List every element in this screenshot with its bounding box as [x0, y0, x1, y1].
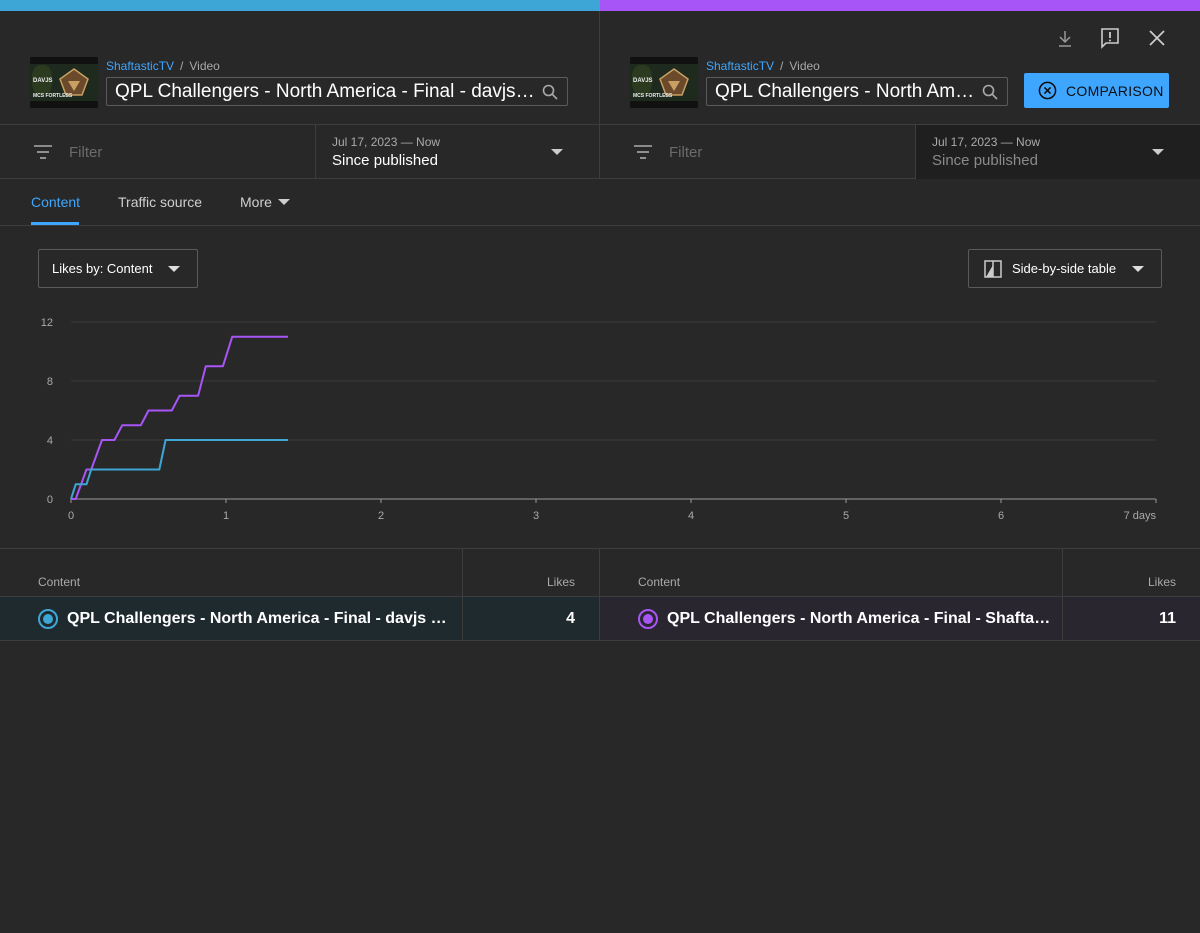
- tab-traffic-source[interactable]: Traffic source: [118, 194, 203, 210]
- tab-bar: Content Traffic source More: [0, 179, 1200, 226]
- row-title: QPL Challengers - North America - Final …: [67, 609, 451, 627]
- comparison-label: COMPARISON: [1066, 82, 1164, 99]
- filter-icon: [34, 145, 52, 159]
- row-likes: 11: [1062, 597, 1200, 640]
- x-tick-label: 6: [998, 510, 1004, 522]
- x-tick-label: 1: [223, 510, 229, 522]
- video-title: QPL Challengers - North America - Final …: [715, 80, 975, 102]
- right-video-thumbnail: DAVJS MCS FORTLESS: [630, 57, 698, 108]
- breadcrumb-type: Video: [189, 59, 220, 73]
- date-range-picker[interactable]: Jul 17, 2023 — Now Since published: [915, 125, 1200, 179]
- metric-select[interactable]: Likes by: Content: [38, 249, 198, 288]
- column-header-content[interactable]: Content: [38, 575, 81, 589]
- active-tab-indicator: [31, 222, 79, 225]
- right-row-content[interactable]: QPL Challengers - North America - Final …: [600, 597, 1063, 640]
- x-tick-label: 4: [688, 510, 694, 522]
- date-range-label: Since published: [332, 152, 438, 169]
- cancel-circle-icon: [1038, 81, 1057, 100]
- x-tick-label: 5: [843, 510, 849, 522]
- x-tick-label: 0: [68, 510, 74, 522]
- series-radio-left[interactable]: [38, 608, 58, 629]
- breadcrumb-type: Video: [789, 59, 820, 73]
- chevron-down-icon: [277, 199, 290, 205]
- x-tick-label: 7 days: [1124, 510, 1157, 522]
- comparison-button[interactable]: COMPARISON: [1024, 73, 1169, 108]
- table-header: Content Likes Content Likes: [0, 548, 1200, 596]
- y-tick-label: 0: [47, 494, 53, 506]
- chevron-down-icon: [1132, 266, 1144, 272]
- column-header-likes[interactable]: Likes: [462, 549, 599, 596]
- metric-select-value: Likes by: Content: [52, 261, 153, 276]
- chevron-down-icon: [1152, 149, 1164, 155]
- tab-content[interactable]: Content: [31, 194, 81, 210]
- download-icon[interactable]: [1053, 26, 1077, 50]
- date-range-text: Jul 17, 2023 — Now: [932, 135, 1041, 149]
- column-header-likes[interactable]: Likes: [1062, 549, 1200, 596]
- date-range-label: Since published: [932, 152, 1038, 169]
- view-select[interactable]: Side-by-side table: [968, 249, 1162, 288]
- table-icon: [984, 259, 1002, 278]
- filter-icon: [634, 145, 652, 159]
- x-tick-label: 3: [533, 510, 539, 522]
- tab-more-label: More: [240, 194, 272, 210]
- search-icon[interactable]: [541, 83, 559, 101]
- filter-input[interactable]: Filter: [0, 125, 315, 179]
- pane-divider: [599, 597, 600, 640]
- pane-divider: [599, 549, 600, 596]
- left-row-content[interactable]: QPL Challengers - North America - Final …: [0, 597, 463, 640]
- column-header-content[interactable]: Content: [638, 575, 681, 589]
- series-line-0: [71, 335, 288, 500]
- breadcrumb: ShaftasticTV / Video: [106, 59, 220, 73]
- feedback-icon[interactable]: [1098, 26, 1122, 50]
- search-icon[interactable]: [981, 83, 999, 101]
- date-range-picker[interactable]: Jul 17, 2023 — Now Since published: [315, 125, 599, 179]
- x-tick-label: 2: [378, 510, 384, 522]
- video-title: QPL Challengers - North America - Final …: [115, 80, 535, 102]
- team-emblem-icon: [59, 68, 89, 96]
- row-likes: 4: [462, 597, 599, 640]
- team-emblem-icon: [659, 68, 689, 96]
- right-video-header: DAVJS MCS FORTLESS ShaftasticTV / Video QP…: [600, 11, 1200, 124]
- right-filter-bar: Filter Jul 17, 2023 — Now Since publishe…: [600, 124, 1200, 179]
- left-video-header: DAVJS MCS FORTLESS ShaftasticTV / Video QP…: [0, 11, 599, 124]
- right-accent-bar: [600, 0, 1200, 11]
- table-row: QPL Challengers - North America - Final …: [0, 596, 1200, 641]
- filter-input[interactable]: Filter: [600, 125, 915, 179]
- filter-placeholder: Filter: [669, 144, 703, 161]
- left-accent-bar: [0, 0, 600, 11]
- series-line-1: [70, 439, 288, 500]
- tab-more[interactable]: More: [240, 194, 290, 210]
- channel-link[interactable]: ShaftasticTV: [106, 59, 175, 73]
- left-video-thumbnail: DAVJS MCS FORTLESS: [30, 57, 98, 108]
- filter-placeholder: Filter: [69, 144, 103, 161]
- right-video-search-input[interactable]: QPL Challengers - North America - Final …: [706, 77, 1008, 106]
- close-icon[interactable]: [1145, 26, 1169, 50]
- series-radio-right[interactable]: [638, 608, 658, 629]
- chevron-down-icon: [551, 149, 563, 155]
- y-tick-label: 8: [47, 376, 53, 388]
- pane-divider: [599, 11, 600, 179]
- channel-link[interactable]: ShaftasticTV: [706, 59, 775, 73]
- breadcrumb: ShaftasticTV / Video: [706, 59, 820, 73]
- chevron-down-icon: [168, 266, 180, 272]
- date-range-text: Jul 17, 2023 — Now: [332, 135, 441, 149]
- view-select-value: Side-by-side table: [1012, 261, 1117, 276]
- row-title: QPL Challengers - North America - Final …: [667, 609, 1055, 627]
- y-tick-label: 4: [47, 435, 53, 447]
- left-filter-bar: Filter Jul 17, 2023 — Now Since publishe…: [0, 124, 599, 179]
- left-video-search-input[interactable]: QPL Challengers - North America - Final …: [106, 77, 568, 106]
- y-tick-label: 12: [41, 317, 53, 329]
